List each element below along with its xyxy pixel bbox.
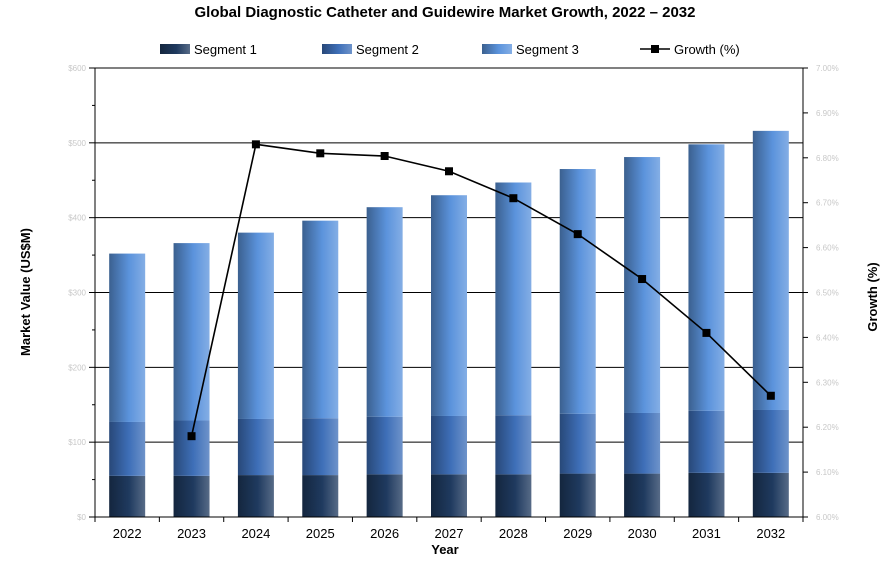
x-tick-label: 2023 bbox=[177, 526, 206, 541]
y2-tick-label: 6.80% bbox=[816, 154, 839, 163]
y-axis-title: Market Value (US$M) bbox=[18, 228, 33, 356]
growth-point bbox=[573, 230, 582, 239]
bar-segment-3-2023 bbox=[173, 243, 210, 421]
bar-segment-1-2028 bbox=[495, 474, 532, 517]
x-tick-label: 2027 bbox=[435, 526, 464, 541]
legend-swatch bbox=[160, 44, 190, 54]
y2-tick-label: 6.20% bbox=[816, 423, 839, 432]
bar-segment-2-2032 bbox=[752, 409, 789, 473]
y2-tick-label: 6.70% bbox=[816, 199, 839, 208]
growth-point bbox=[187, 432, 196, 441]
bar-segment-3-2028 bbox=[495, 182, 532, 416]
bar-segment-2-2027 bbox=[431, 415, 467, 475]
growth-line bbox=[187, 140, 775, 441]
legend-swatch bbox=[482, 44, 512, 54]
growth-line-path bbox=[190, 143, 772, 437]
legend-swatch bbox=[322, 44, 352, 54]
y2-tick-label: 6.50% bbox=[816, 289, 839, 298]
bar-segment-3-2024 bbox=[237, 232, 274, 419]
bar-segment-2-2029 bbox=[559, 413, 596, 474]
bar-segment-1-2024 bbox=[237, 475, 274, 517]
growth-point bbox=[380, 152, 389, 161]
y2-tick-label: 6.40% bbox=[816, 333, 839, 342]
bar-segment-2-2031 bbox=[688, 410, 725, 473]
bar-segment-3-2031 bbox=[688, 144, 725, 411]
bar-segment-2-2024 bbox=[237, 418, 274, 476]
bar-segment-1-2025 bbox=[302, 475, 339, 517]
bar-segment-1-2029 bbox=[559, 473, 596, 517]
y-tick-label: $500 bbox=[68, 139, 86, 148]
bars bbox=[109, 130, 789, 517]
axes bbox=[89, 67, 808, 522]
legend-label: Segment 3 bbox=[516, 42, 579, 57]
bar-segment-2-2023 bbox=[173, 420, 210, 476]
bar-segment-3-2022 bbox=[109, 253, 146, 422]
legend: Segment 1 Segment 2 Segment 3 Growth (%) bbox=[160, 42, 740, 57]
y2-tick-label: 6.00% bbox=[816, 513, 839, 522]
legend-label: Segment 1 bbox=[194, 42, 257, 57]
y-tick-label: $100 bbox=[68, 438, 86, 447]
bar-segment-1-2030 bbox=[624, 473, 661, 517]
growth-point bbox=[702, 328, 711, 337]
legend-marker bbox=[651, 45, 659, 53]
growth-point bbox=[766, 391, 775, 400]
bar-segment-1-2031 bbox=[688, 472, 725, 517]
legend-label: Segment 2 bbox=[356, 42, 419, 57]
bar-segment-1-2022 bbox=[109, 475, 146, 517]
bar-segment-1-2023 bbox=[173, 475, 210, 517]
bar-segment-1-2027 bbox=[431, 474, 467, 517]
bar-segment-2-2026 bbox=[366, 416, 403, 475]
tick-labels: 2022 2023 2024 2025 2026 2027 2028 2029 2030 2031… bbox=[68, 64, 838, 541]
x-tick-label: 2028 bbox=[499, 526, 528, 541]
y2-axis-title: Growth (%) bbox=[865, 262, 880, 331]
growth-point bbox=[638, 275, 647, 284]
bar-segment-2-2025 bbox=[302, 418, 339, 476]
y2-tick-label: 6.10% bbox=[816, 468, 839, 477]
legend-label: Growth (%) bbox=[674, 42, 740, 57]
growth-point bbox=[445, 167, 453, 176]
x-tick-label: 2031 bbox=[692, 526, 721, 541]
x-tick-label: 2026 bbox=[370, 526, 399, 541]
y-tick-label: $600 bbox=[68, 64, 86, 73]
growth-point bbox=[509, 194, 518, 203]
bar-segment-3-2027 bbox=[431, 195, 467, 416]
x-axis-title: Year bbox=[431, 542, 458, 557]
y-tick-label: $400 bbox=[68, 214, 86, 223]
y2-tick-label: 6.90% bbox=[816, 109, 839, 118]
y2-tick-label: 7.00% bbox=[816, 64, 839, 73]
bar-segment-2-2028 bbox=[495, 415, 532, 475]
bar-segment-3-2025 bbox=[302, 220, 339, 419]
x-tick-label: 2030 bbox=[628, 526, 657, 541]
y-tick-label: $300 bbox=[68, 289, 86, 298]
bar-segment-3-2026 bbox=[366, 207, 403, 417]
bar-segment-3-2032 bbox=[752, 130, 789, 410]
y2-tick-label: 6.60% bbox=[816, 244, 839, 253]
bar-segment-1-2032 bbox=[752, 472, 789, 517]
y-tick-label: $0 bbox=[77, 513, 86, 522]
x-tick-label: 2024 bbox=[241, 526, 270, 541]
x-tick-label: 2029 bbox=[563, 526, 592, 541]
bar-segment-3-2029 bbox=[559, 169, 596, 414]
growth-point bbox=[316, 149, 325, 158]
y2-tick-label: 6.30% bbox=[816, 378, 839, 387]
y-tick-label: $200 bbox=[68, 363, 86, 372]
growth-point bbox=[251, 140, 260, 149]
chart-title: Global Diagnostic Catheter and Guidewire… bbox=[195, 4, 696, 21]
x-tick-label: 2032 bbox=[756, 526, 785, 541]
bar-segment-1-2026 bbox=[366, 474, 403, 517]
bar-segment-2-2022 bbox=[109, 421, 146, 476]
bar-segment-3-2030 bbox=[624, 157, 661, 413]
x-tick-label: 2022 bbox=[113, 526, 142, 541]
x-tick-label: 2025 bbox=[306, 526, 335, 541]
bar-segment-2-2030 bbox=[624, 412, 661, 474]
